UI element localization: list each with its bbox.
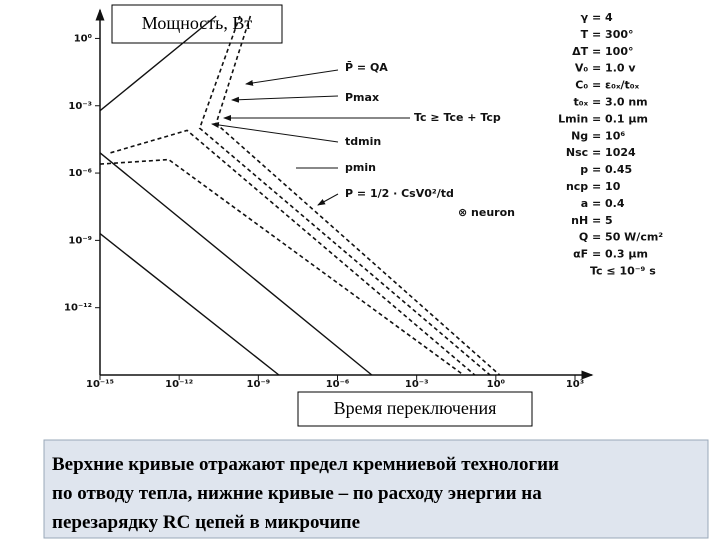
curve-label: ⊗ neuron [458, 206, 515, 219]
x-tick-label: 10⁻⁶ [326, 379, 350, 390]
x-tick-label: 10⁻¹² [165, 379, 193, 390]
x-label-box [297, 391, 533, 427]
curve [99, 152, 373, 376]
y-tick-label: 10⁰ [74, 33, 92, 44]
parameter: C₀ = ε₀ₓ/t₀ₓ [575, 79, 639, 92]
parameter: Nsc = 1024 [566, 146, 636, 159]
parameter: nH = 5 [571, 214, 613, 227]
curve [110, 129, 476, 376]
caption-box [43, 439, 709, 539]
parameter: p = 0.45 [580, 163, 632, 176]
parameter: Lmin = 0.1 μm [558, 112, 648, 125]
parameter: T = 300° [581, 28, 634, 41]
x-tick-label: 10⁰ [487, 379, 505, 390]
parameter: V₀ = 1.0 v [575, 62, 637, 75]
x-tick-label: 10³ [566, 379, 584, 390]
y-label-box [111, 4, 283, 44]
y-tick-label: 10⁻¹² [64, 303, 92, 314]
caption-line: перезарядку RC цепей в микрочипе [52, 512, 360, 533]
curve [99, 158, 465, 376]
curve [99, 15, 217, 112]
curve-label: Tc ≥ Tce + Tcp [414, 111, 501, 124]
curve [198, 15, 491, 376]
parameter: Q = 50 W/cm² [579, 231, 663, 244]
curve-label: P̄ = QA [345, 61, 388, 74]
parameter: ncp = 10 [566, 180, 621, 193]
y-tick-label: 10⁻³ [68, 101, 92, 112]
x-tick-label: 10⁻¹⁵ [86, 379, 114, 390]
curve [99, 233, 280, 376]
curve-label: tdmin [345, 135, 381, 148]
x-tick-label: 10⁻³ [405, 379, 429, 390]
curve-label: pmin [345, 161, 376, 174]
parameter: Ng = 10⁶ [571, 129, 625, 142]
y-label: Мощность, Вт [142, 13, 253, 33]
caption-line: Верхние кривые отражают предел кремниево… [52, 454, 559, 475]
caption-line: по отводу тепла, нижние кривые – по расх… [52, 483, 542, 504]
x-tick-label: 10⁻⁹ [247, 379, 271, 390]
arrows [211, 69, 410, 206]
parameter: Tc ≤ 10⁻⁹ s [590, 265, 656, 278]
y-tick-label: 10⁻⁶ [68, 168, 92, 179]
curve [215, 15, 501, 376]
parameter: γ = 4 [581, 11, 613, 24]
parameter: ΔT = 100° [572, 45, 633, 58]
parameter: a = 0.4 [581, 197, 625, 210]
parameter: t₀ₓ = 3.0 nm [574, 96, 648, 109]
axes [95, 8, 594, 380]
y-tick-label: 10⁻⁹ [68, 235, 92, 246]
parameter: αF = 0.3 μm [573, 248, 648, 261]
curve-label: P = 1/2 · CsV0²/td [345, 187, 454, 200]
curve-label: Pmax [345, 91, 379, 104]
x-label: Время переключения [334, 398, 497, 418]
